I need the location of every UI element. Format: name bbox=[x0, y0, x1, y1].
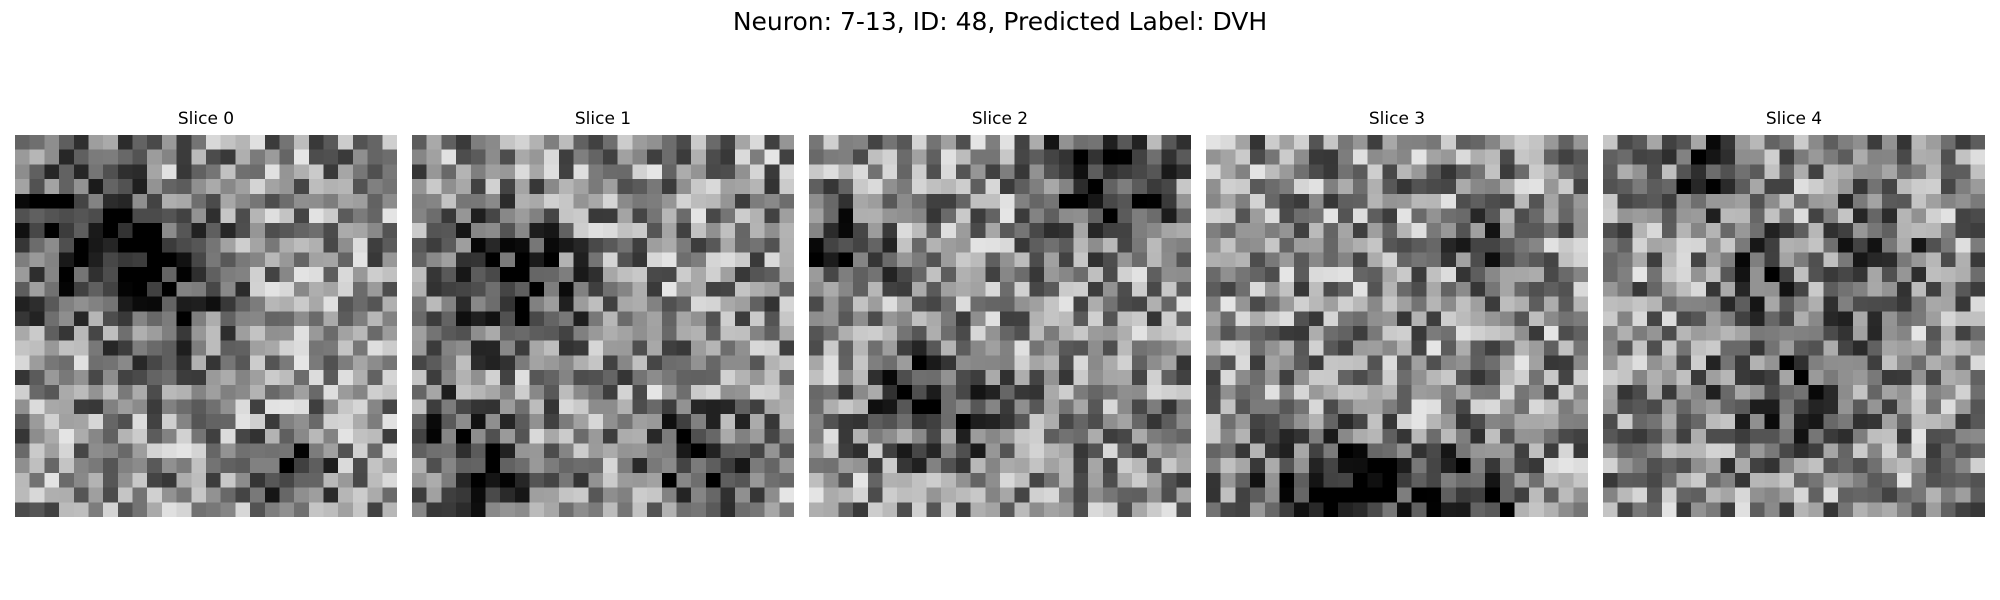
slice-title: Slice 3 bbox=[1368, 109, 1426, 129]
slice-panel-2: Slice 2 bbox=[809, 108, 1191, 518]
slice-image bbox=[1603, 135, 1985, 517]
slice-title: Slice 0 bbox=[177, 109, 235, 129]
slice-title: Slice 1 bbox=[574, 109, 632, 129]
slice-panel-0: Slice 0 bbox=[15, 108, 397, 518]
slice-title: Slice 2 bbox=[971, 109, 1029, 129]
slice-title: Slice 4 bbox=[1765, 109, 1823, 129]
slice-image bbox=[1206, 135, 1588, 517]
slice-image bbox=[15, 135, 397, 517]
slice-image bbox=[412, 135, 794, 517]
slice-panel-4: Slice 4 bbox=[1603, 108, 1985, 518]
figure-title: Neuron: 7-13, ID: 48, Predicted Label: D… bbox=[732, 7, 1268, 36]
slice-panel-3: Slice 3 bbox=[1206, 108, 1588, 518]
slice-image bbox=[809, 135, 1191, 517]
slice-panel-1: Slice 1 bbox=[412, 108, 794, 518]
